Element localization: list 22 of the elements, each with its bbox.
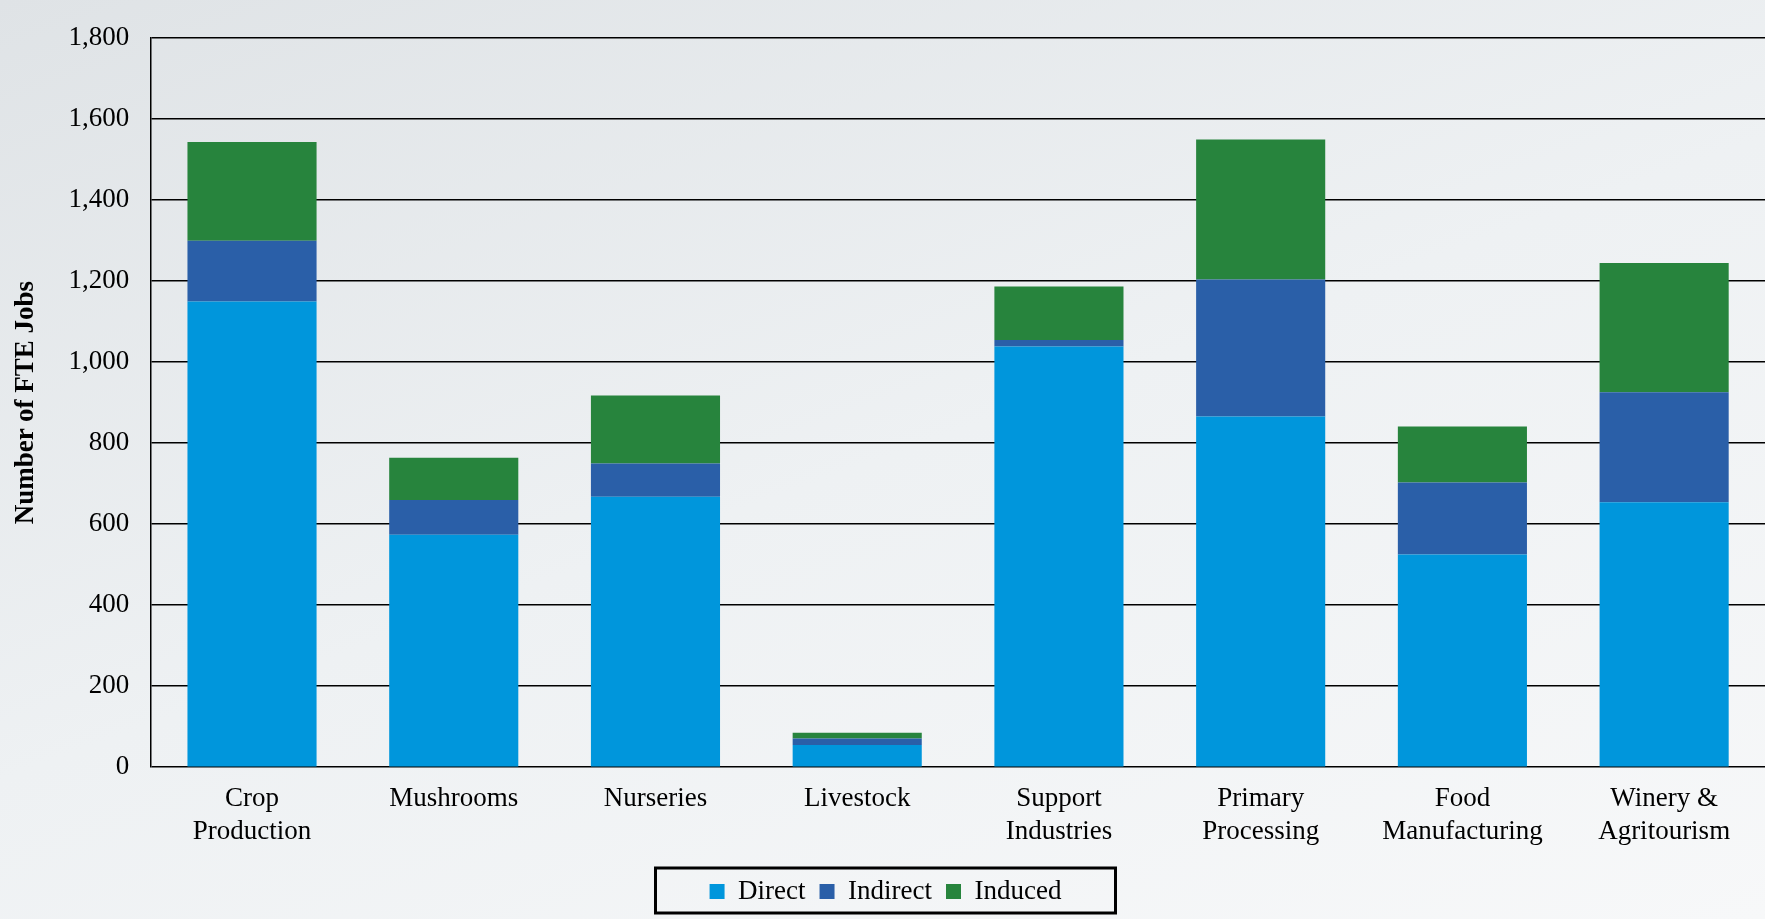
- y-tick-label: 200: [88, 669, 130, 700]
- x-tick-label: Livestock: [803, 782, 911, 813]
- x-tick-label: Support Industries: [1005, 782, 1113, 845]
- legend-label: Direct: [738, 874, 807, 905]
- legend-label: Induced: [974, 874, 1062, 905]
- y-tick-label: 1,600: [68, 102, 130, 133]
- y-tick-label: 1,400: [68, 183, 130, 214]
- y-tick-label: 1,800: [68, 21, 130, 52]
- y-tick-label: 0: [115, 750, 130, 781]
- x-tick-label: Primary Processing: [1202, 782, 1320, 845]
- y-tick-label: 1,000: [68, 345, 130, 376]
- legend-label: Indirect: [848, 874, 933, 905]
- x-tick-label: Nurseries: [603, 782, 708, 813]
- y-tick-label: 1,200: [68, 264, 130, 295]
- x-tick-label: Food Manufacturing: [1382, 782, 1543, 845]
- y-tick-label: 800: [88, 426, 130, 457]
- y-tick-label: 600: [88, 507, 130, 538]
- y-tick-label: 400: [88, 588, 130, 619]
- x-tick-label: Mushrooms: [389, 782, 519, 813]
- x-tick-label: Crop Production: [192, 782, 312, 845]
- x-tick-label: Winery & Agritourism: [1598, 782, 1731, 845]
- y-axis-title: Number of FTE Jobs: [9, 281, 40, 525]
